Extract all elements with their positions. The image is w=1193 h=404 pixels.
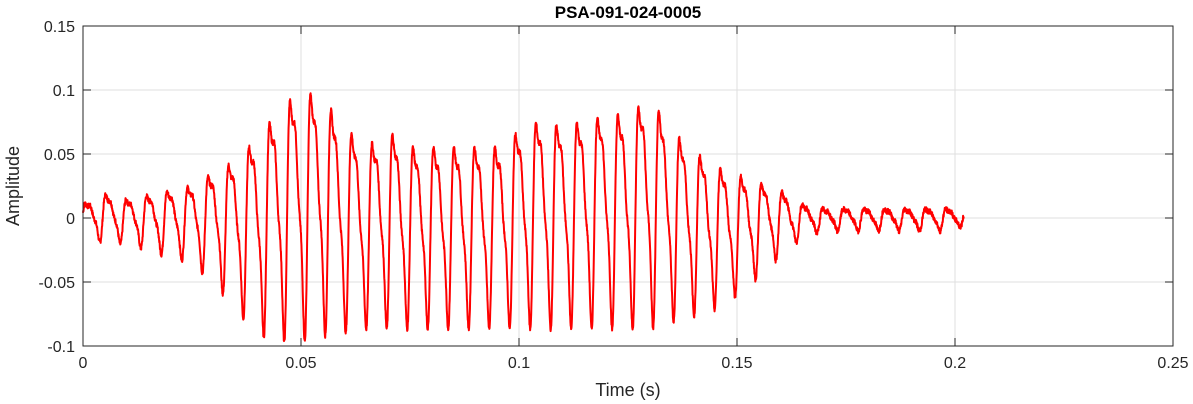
y-tick-label: 0.15 — [44, 19, 75, 36]
waveform-series — [82, 92, 965, 343]
waveform-line — [82, 92, 965, 343]
y-tick-label: 0.05 — [44, 147, 75, 164]
y-tick-label: -0.1 — [47, 339, 75, 356]
plot-frame — [82, 25, 1174, 347]
y-tick-label: -0.05 — [39, 275, 76, 292]
x-tick-label: 0.15 — [721, 355, 752, 372]
ticks: 0 0.05 0.1 0.15 0.2 0.25 -0.1 -0.05 0 0.05 0.1 0.15 — [39, 19, 1189, 372]
x-tick-label: 0.1 — [508, 355, 530, 372]
y-tick-label: 0 — [66, 211, 75, 228]
y-axis-label: Amplitude — [3, 146, 23, 226]
x-tick-label: 0.25 — [1157, 355, 1188, 372]
y-tick-label: 0.1 — [53, 83, 75, 100]
x-tick-label: 0.05 — [285, 355, 316, 372]
chart-title: PSA-091-024-0005 — [555, 3, 701, 22]
x-tick-label: 0 — [79, 355, 88, 372]
x-tick-label: 0.2 — [944, 355, 966, 372]
x-axis-label: Time (s) — [595, 380, 660, 400]
